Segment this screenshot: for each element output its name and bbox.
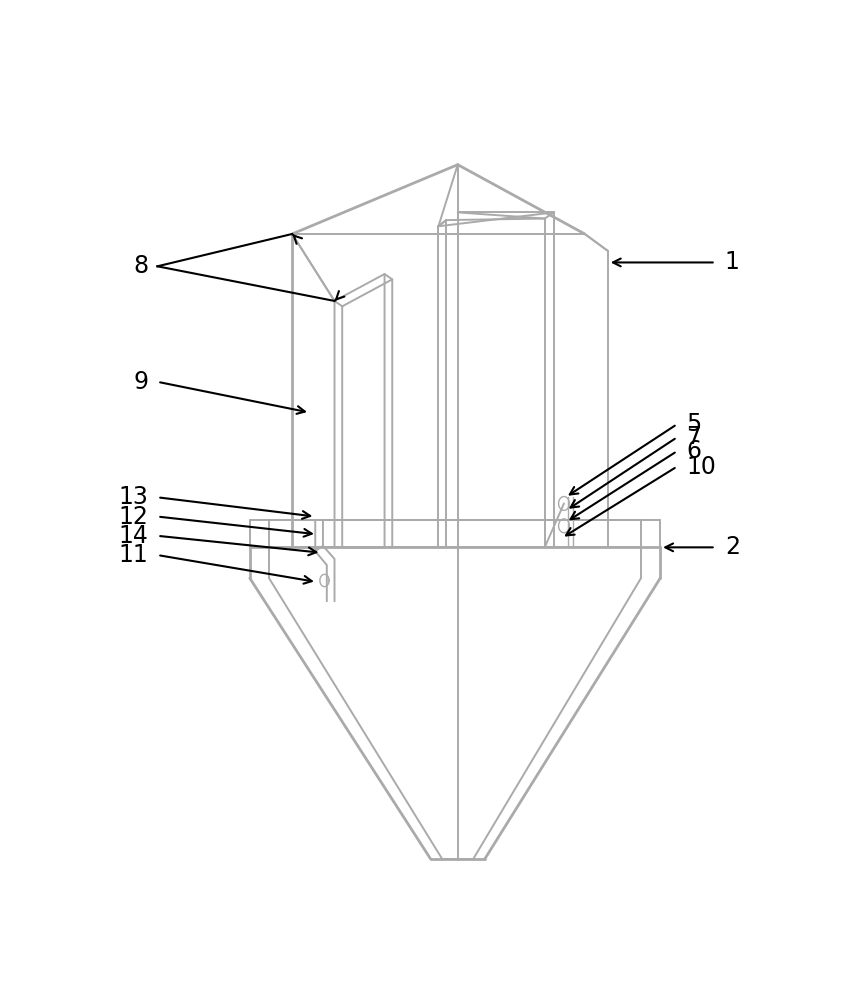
Text: 11: 11 — [119, 543, 148, 567]
Text: 13: 13 — [118, 485, 148, 509]
Text: 12: 12 — [118, 505, 148, 529]
Text: 6: 6 — [686, 439, 701, 463]
Text: 1: 1 — [725, 250, 740, 274]
Text: 8: 8 — [133, 254, 148, 278]
Text: 9: 9 — [133, 370, 148, 394]
Text: 5: 5 — [686, 412, 701, 436]
Text: 10: 10 — [686, 454, 717, 479]
Text: 2: 2 — [725, 535, 740, 559]
Text: 7: 7 — [686, 425, 701, 449]
Text: 14: 14 — [118, 524, 148, 548]
